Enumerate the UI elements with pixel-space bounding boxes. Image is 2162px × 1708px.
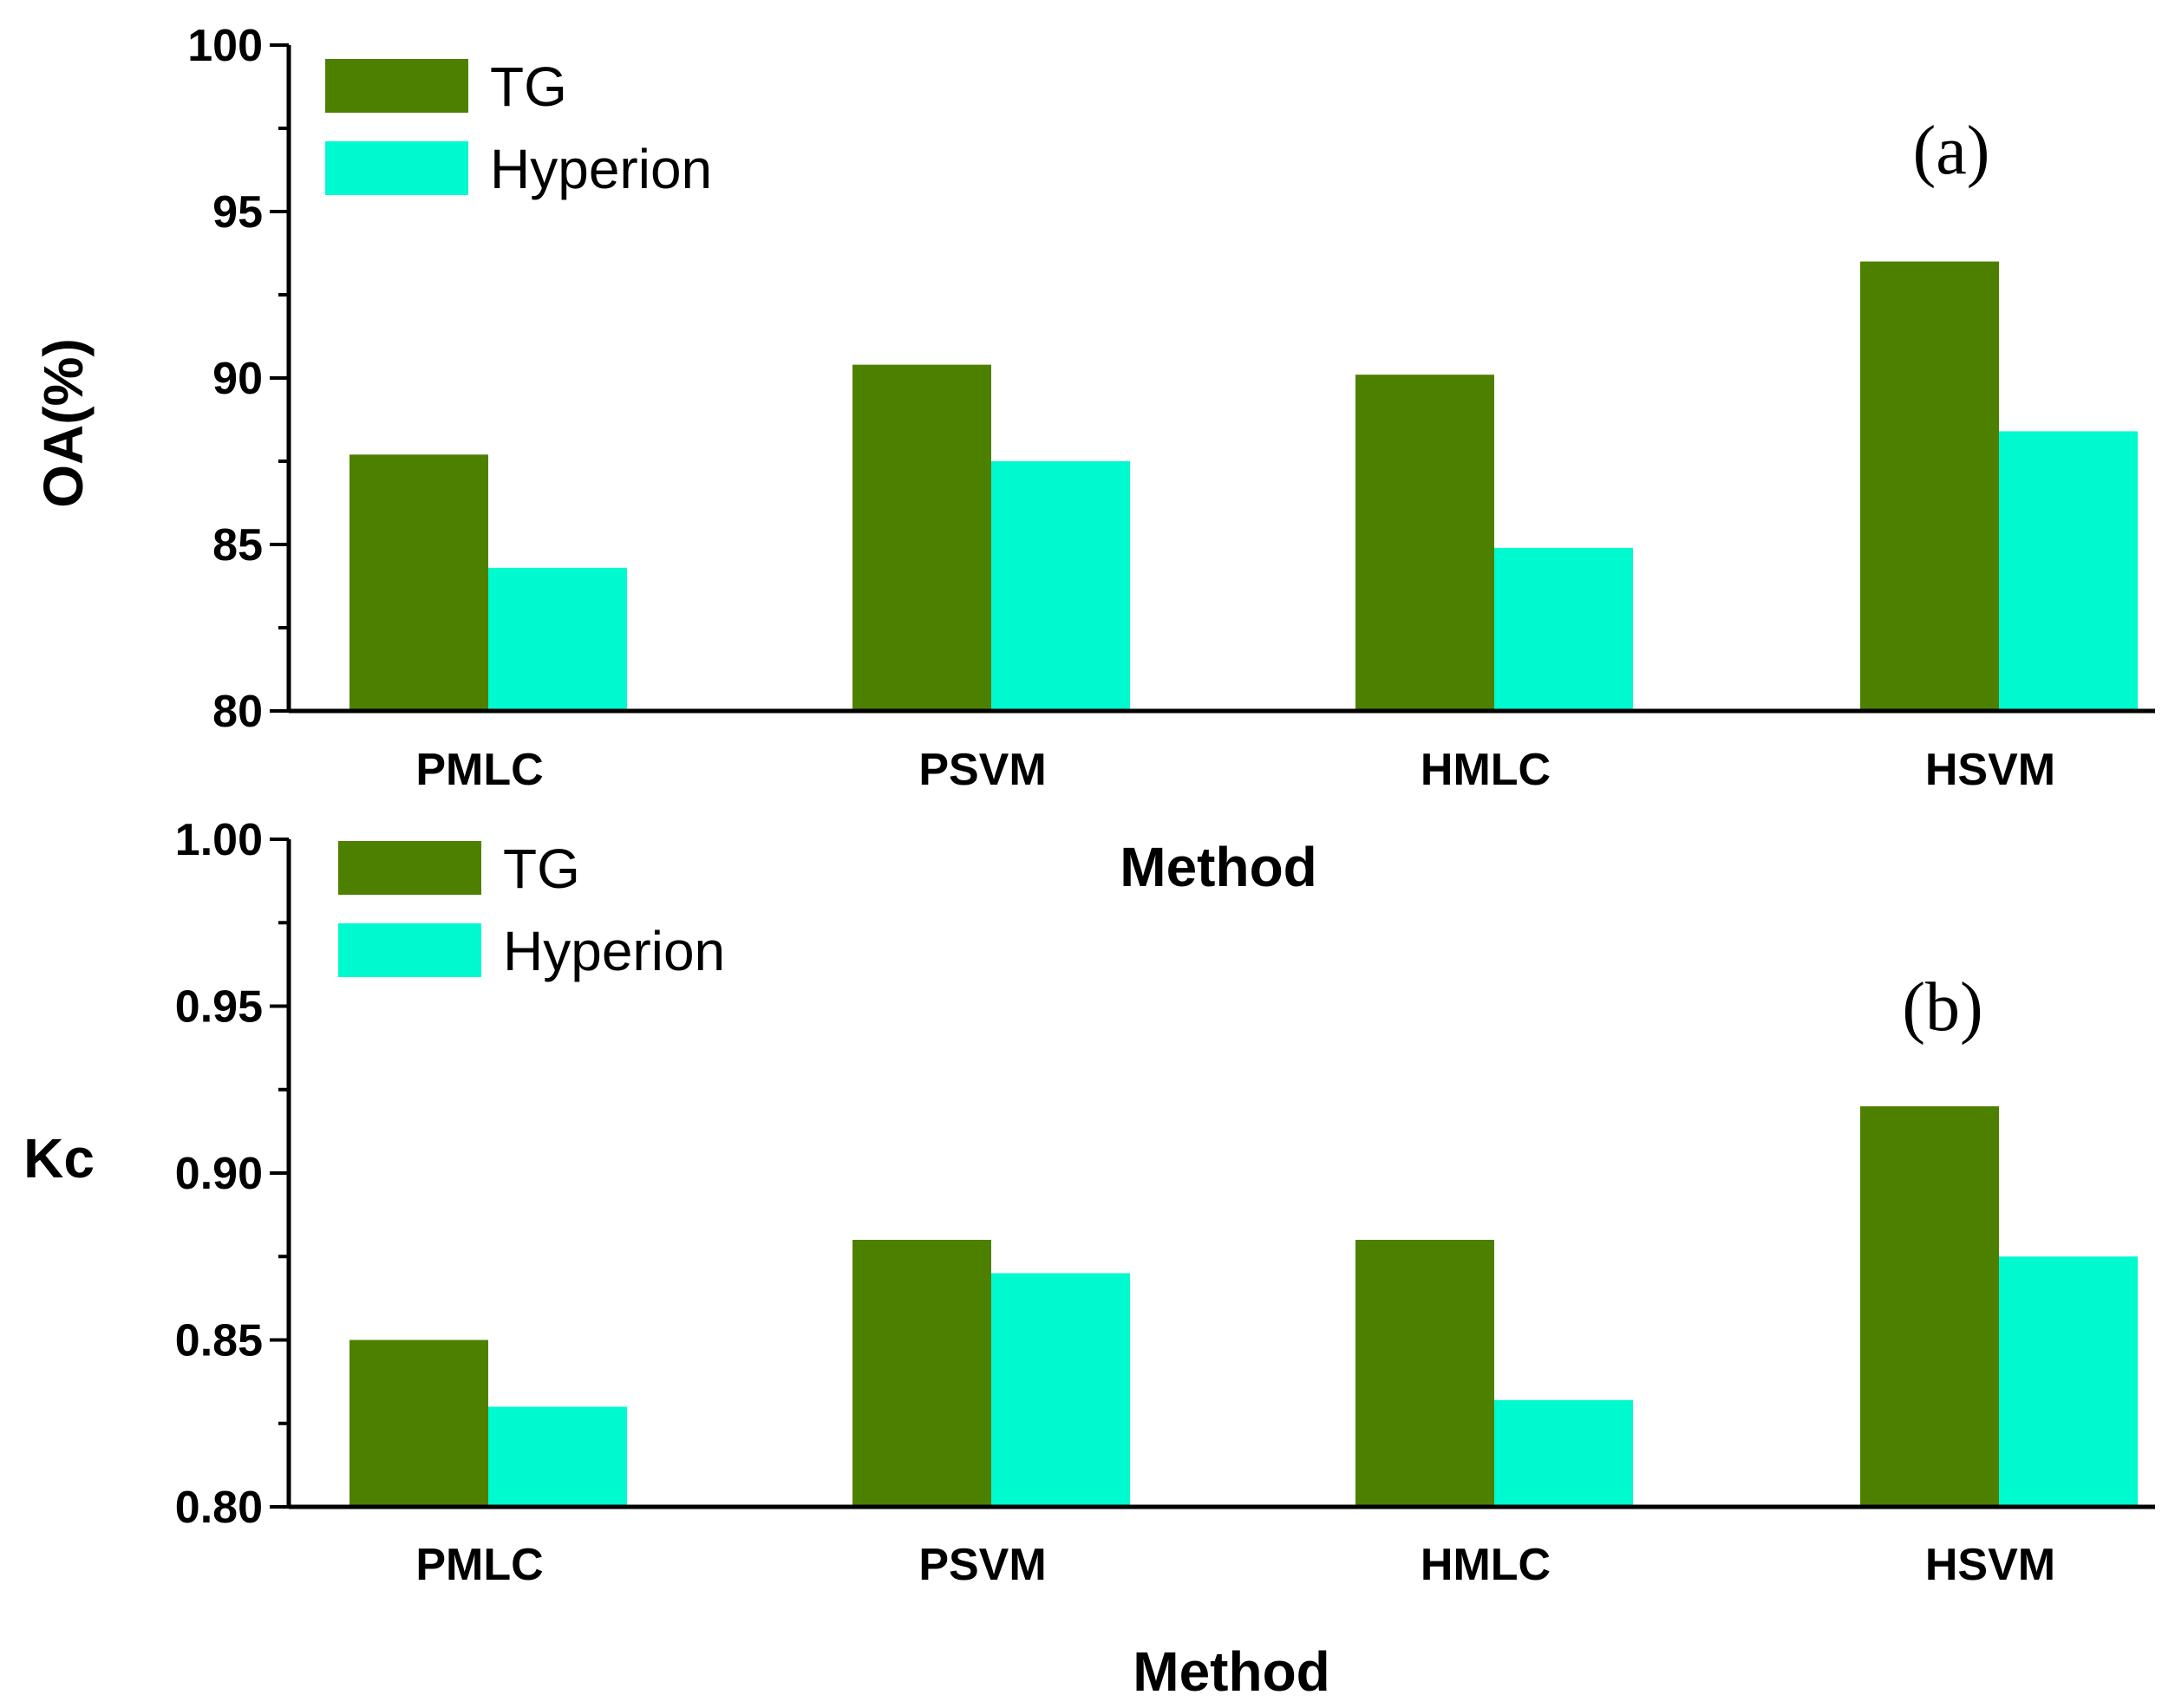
y-tick-label-b: 0.85 [175,1316,263,1366]
legend-label-tg-a: TG [490,55,567,118]
legend-b: TG Hyperion [338,838,725,982]
y-tick-label-a: 85 [212,520,263,570]
y-axis-title-a: OA(%) [32,338,95,508]
major-ticks-b [270,838,289,1509]
panel-label-a: (a) [1913,113,1990,189]
x-tick-label-hsvm-b: HSVM [1925,1540,2055,1590]
chart-panel-b: 0.80 0.85 0.90 0.95 1.00 PMLC PSVM HMLC HSVM Kc… [23,815,2155,1703]
x-tick-label-hmlc-a: HMLC [1421,745,1551,795]
bar-hyperion-hsvm-a [1999,431,2138,711]
panel-label-b: (b) [1902,969,1982,1046]
y-tick-label-a: 95 [212,187,263,238]
x-tick-label-hmlc-b: HMLC [1421,1540,1551,1590]
bar-hyperion-psvm-a [991,461,1130,711]
bar-tg-psvm-a [852,364,991,711]
bar-tg-pmlc-b [349,1340,488,1507]
bars-group-a [349,261,2138,712]
y-tick-label-a: 90 [212,354,263,404]
bars-group-b [349,1106,2138,1507]
bar-tg-hsvm-a [1860,261,1999,712]
legend-a: TG Hyperion [325,55,712,200]
x-tick-label-pmlc-b: PMLC [415,1540,543,1590]
x-tick-labels-a: PMLC PSVM HMLC HSVM [415,745,2055,795]
legend-swatch-tg-b [338,841,481,895]
x-tick-label-psvm-a: PSVM [918,745,1046,795]
bar-hyperion-hmlc-a [1494,547,1633,711]
bar-hyperion-pmlc-b [488,1406,627,1507]
y-axis-title-b: Kc [23,1127,95,1190]
y-tick-label-b: 0.95 [175,982,263,1033]
legend-swatch-hyperion-b [338,923,481,977]
y-tick-labels-b: 0.80 0.85 0.90 0.95 1.00 [175,815,263,1533]
bar-tg-hmlc-a [1355,375,1494,711]
bar-hyperion-hmlc-b [1494,1399,1633,1507]
legend-swatch-tg-a [325,59,468,113]
bar-tg-hmlc-b [1355,1240,1494,1507]
legend-label-tg-b: TG [503,838,580,900]
y-tick-label-b: 0.80 [175,1483,263,1533]
legend-swatch-hyperion-a [325,141,468,195]
major-ticks-a [270,43,289,713]
y-tick-label-a: 100 [187,21,263,71]
x-axis-title-a: Method [1120,836,1317,898]
chart-panel-a: 80 85 90 95 100 PMLC PSVM HMLC HSVM OA(%) TG Hy… [32,21,2155,795]
bar-hyperion-psvm-b [991,1273,1130,1507]
x-tick-label-psvm-b: PSVM [918,1540,1046,1590]
bar-tg-psvm-b [852,1240,991,1507]
y-tick-label-b: 1.00 [175,815,263,865]
x-tick-label-hsvm-a: HSVM [1925,745,2055,795]
bar-tg-pmlc-a [349,454,488,711]
bar-hyperion-pmlc-a [488,567,627,711]
x-axis-title-b: Method [1133,1640,1330,1703]
bar-tg-hsvm-b [1860,1106,1999,1507]
x-tick-labels-b: PMLC PSVM HMLC HSVM [415,1540,2055,1590]
bar-hyperion-hsvm-b [1999,1256,2138,1507]
y-tick-labels-a: 80 85 90 95 100 [187,21,263,737]
legend-label-hyperion-a: Hyperion [490,138,712,200]
legend-label-hyperion-b: Hyperion [503,920,725,982]
y-tick-label-a: 80 [212,687,263,737]
x-tick-label-pmlc-a: PMLC [415,745,543,795]
y-tick-label-b: 0.90 [175,1149,263,1199]
